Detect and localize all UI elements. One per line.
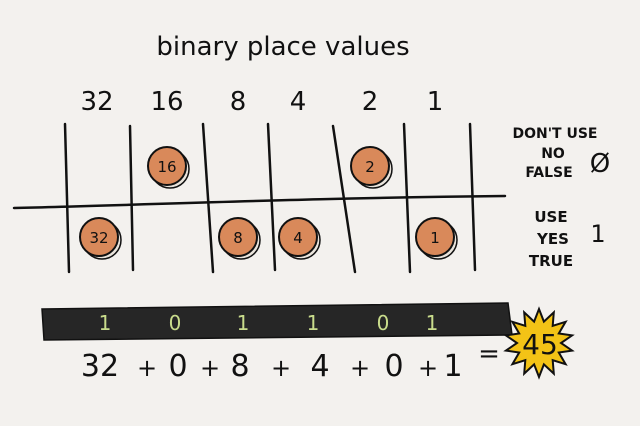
column-divider xyxy=(468,122,477,272)
plus-sign: + xyxy=(418,354,438,382)
grid-lines xyxy=(12,122,507,274)
coin-8: 8 xyxy=(218,217,261,260)
row-label-use-line-3: TRUE xyxy=(529,252,573,270)
horizontal-divider xyxy=(12,194,507,210)
binary-digits: 1 0 1 1 0 1 xyxy=(99,311,439,335)
bit-1: 0 xyxy=(169,311,182,335)
sum-equation: 32 +0 +8 +4 +0 +1 xyxy=(81,349,463,384)
place-value-16: 16 xyxy=(150,87,183,117)
coin-face xyxy=(218,217,258,257)
coin-face xyxy=(415,217,455,257)
place-value-4: 4 xyxy=(290,87,307,117)
row-label-dont-line-2: NO xyxy=(541,146,565,162)
row-label-dont-line-1: DON'T USE xyxy=(513,126,598,142)
equation-term: 0 xyxy=(168,349,187,384)
coin-face xyxy=(278,217,318,257)
bit-0: 1 xyxy=(99,311,112,335)
coin-32: 32 xyxy=(79,217,122,260)
starburst-shape xyxy=(503,306,575,380)
place-value-8: 8 xyxy=(230,87,247,117)
plus-sign: + xyxy=(137,354,157,382)
row-label-use-line-2: YES xyxy=(536,230,569,248)
plus-sign: + xyxy=(350,354,370,382)
coin-4: 4 xyxy=(278,217,321,260)
column-divider xyxy=(331,124,357,274)
equation-term: 0 xyxy=(384,349,403,384)
place-value-32: 32 xyxy=(80,87,113,117)
result-value: 45 xyxy=(522,328,558,361)
place-value-headers: 32 16 8 4 2 1 xyxy=(80,87,443,117)
coin-label: 4 xyxy=(293,229,303,247)
row-symbol-dont: Ø xyxy=(590,149,610,179)
row-symbol-use: 1 xyxy=(590,220,605,248)
coin-1: 1 xyxy=(415,217,458,260)
result-burst: 45 xyxy=(503,306,575,380)
row-label-dont-use: DON'T USE NO FALSE Ø xyxy=(513,126,611,181)
column-divider xyxy=(63,122,71,274)
coin-face xyxy=(147,146,187,186)
place-value-1: 1 xyxy=(427,87,444,117)
coin-face xyxy=(79,217,119,257)
column-divider xyxy=(128,124,135,272)
equals-sign: = xyxy=(478,339,500,369)
coin-face xyxy=(350,146,390,186)
column-divider xyxy=(266,122,277,272)
equation-term: 1 xyxy=(443,349,462,384)
bit-5: 1 xyxy=(426,311,439,335)
row-label-use: USE YES TRUE 1 xyxy=(529,208,606,270)
coin-label: 1 xyxy=(430,229,440,247)
bit-4: 0 xyxy=(377,311,390,335)
diagram-title: binary place values xyxy=(156,32,409,62)
coins: 32 16 8 4 2 1 xyxy=(79,146,458,260)
coin-label: 16 xyxy=(157,158,176,176)
equation-term: 32 xyxy=(81,349,119,384)
coin-16: 16 xyxy=(147,146,190,189)
equation-term: 4 xyxy=(310,349,329,384)
row-label-use-line-1: USE xyxy=(534,208,567,226)
coin-label: 8 xyxy=(233,229,243,247)
coin-2: 2 xyxy=(350,146,393,189)
binary-bar-shape xyxy=(41,302,513,341)
bit-2: 1 xyxy=(237,311,250,335)
place-value-2: 2 xyxy=(362,87,379,117)
plus-sign: + xyxy=(200,354,220,382)
column-divider xyxy=(201,122,215,274)
binary-bar: 1 0 1 1 0 1 xyxy=(41,302,513,341)
row-label-dont-line-3: FALSE xyxy=(525,165,572,181)
bit-3: 1 xyxy=(307,311,320,335)
plus-sign: + xyxy=(271,354,291,382)
coin-label: 2 xyxy=(365,158,375,176)
equation-term: 8 xyxy=(230,349,249,384)
coin-label: 32 xyxy=(89,229,108,247)
column-divider xyxy=(402,122,412,274)
